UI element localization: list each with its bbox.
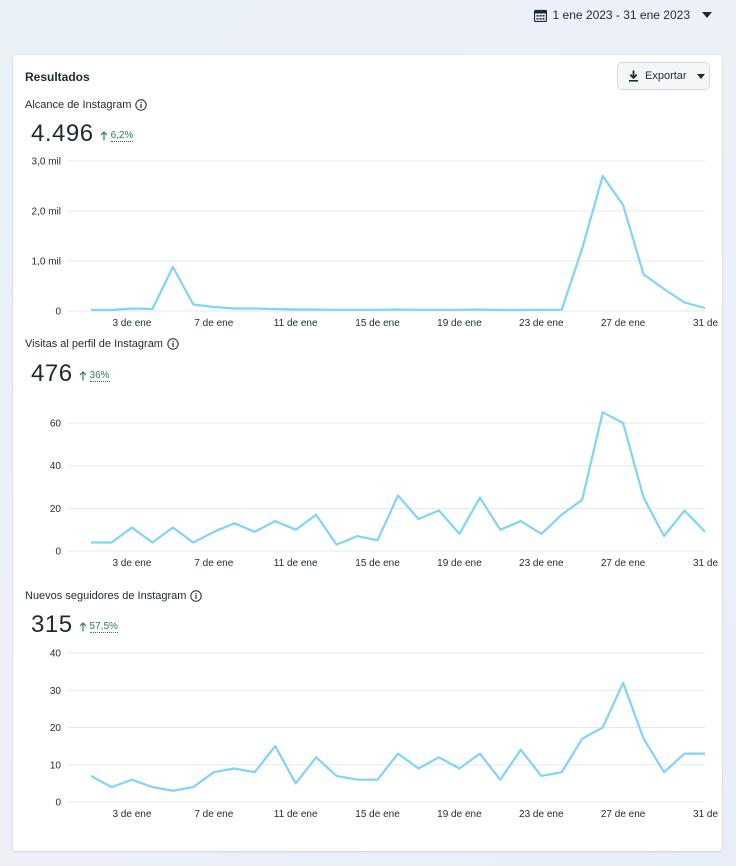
x-tick-label: 3 de ene (112, 318, 151, 329)
y-tick-label: 10 (50, 760, 62, 771)
card-title: Resultados (25, 70, 90, 84)
x-tick-label: 23 de ene (519, 558, 564, 569)
y-tick-label: 2,0 mil (32, 207, 61, 218)
y-tick-label: 30 (50, 686, 62, 697)
info-icon[interactable] (190, 590, 203, 602)
x-tick-label: 15 de ene (355, 809, 400, 820)
y-tick-label: 20 (50, 504, 62, 515)
info-icon[interactable] (135, 99, 148, 111)
x-tick-label: 27 de ene (601, 809, 646, 820)
export-label: Exportar (645, 70, 687, 82)
x-tick-label: 31 de (693, 318, 718, 329)
x-tick-label: 31 de (693, 809, 718, 820)
x-tick-label: 27 de ene (601, 558, 646, 569)
y-tick-label: 60 (50, 419, 62, 430)
series-line (91, 411, 706, 546)
chevron-down-icon (702, 12, 712, 18)
x-tick-label: 19 de ene (437, 318, 482, 329)
metric-summary: 315 57,5% (31, 611, 118, 639)
calendar-icon (533, 9, 547, 22)
info-icon[interactable] (167, 338, 179, 350)
x-tick-label: 23 de ene (519, 318, 564, 329)
arrow-up-icon (79, 622, 86, 632)
metric-summary: 476 36% (31, 360, 110, 388)
metric-change-value[interactable]: 36% (89, 370, 110, 382)
y-tick-label: 0 (55, 798, 61, 809)
export-button[interactable]: Exportar (617, 62, 710, 90)
metric-change-value[interactable]: 57,5% (89, 621, 118, 633)
results-card: Resultados Exportar Alcance de Instagram… (13, 55, 722, 851)
date-range-label: 1 ene 2023 - 31 ene 2023 (552, 8, 690, 22)
series-line (91, 174, 706, 312)
y-tick-label: 40 (50, 649, 62, 660)
x-tick-label: 15 de ene (355, 318, 400, 329)
x-tick-label: 27 de ene (601, 318, 646, 329)
chart-title-text: Visitas al perfil de Instagram (25, 338, 163, 350)
metric-total: 4.496 (31, 120, 94, 147)
metric-change: 6,2% (100, 130, 134, 142)
x-tick-label: 15 de ene (355, 558, 400, 569)
line-chart-profile-visits: 0 20 40 60 3 de ene 7 de ene 11 de ene 15 de en… (50, 411, 718, 569)
x-tick-label: 19 de ene (437, 558, 482, 569)
arrow-up-icon (100, 131, 107, 141)
metric-total: 476 (31, 360, 73, 387)
download-icon (629, 70, 638, 82)
date-range-selector[interactable]: 1 ene 2023 - 31 ene 2023 (533, 6, 712, 24)
chart-title: Alcance de Instagram (25, 99, 148, 111)
chart-title-text: Nuevos seguidores de Instagram (25, 590, 187, 602)
x-tick-label: 23 de ene (519, 809, 564, 820)
metric-change: 36% (79, 370, 110, 382)
chart-title: Visitas al perfil de Instagram (25, 338, 179, 350)
x-tick-label: 7 de ene (194, 809, 233, 820)
x-tick-label: 7 de ene (194, 558, 233, 569)
x-tick-label: 11 de ene (274, 809, 318, 820)
chart-title: Nuevos seguidores de Instagram (25, 590, 203, 602)
metric-summary: 4.496 6,2% (31, 120, 134, 148)
x-tick-label: 19 de ene (437, 809, 482, 820)
metric-change: 57,5% (79, 621, 118, 633)
y-tick-label: 1,0 mil (32, 257, 61, 268)
y-tick-label: 3,0 mil (32, 157, 61, 168)
x-tick-label: 11 de ene (274, 318, 318, 329)
y-tick-label: 40 (50, 461, 62, 472)
metric-total: 315 (31, 611, 73, 638)
line-chart-new-followers: 0 10 20 30 40 3 de ene 7 de ene 11 de ene 15 de … (50, 649, 719, 821)
x-tick-label: 31 de (693, 558, 718, 569)
series-line (90, 681, 705, 792)
y-tick-label: 0 (55, 547, 61, 558)
x-tick-label: 3 de ene (112, 558, 151, 569)
chevron-down-icon (696, 73, 705, 79)
x-tick-label: 7 de ene (194, 318, 233, 329)
arrow-up-icon (79, 371, 86, 381)
line-chart-reach: 0 1,0 mil 2,0 mil 3,0 mil 3 de ene 7 de ene 11… (32, 157, 719, 330)
metric-change-value[interactable]: 6,2% (110, 130, 134, 142)
chart-title-text: Alcance de Instagram (25, 99, 132, 111)
x-tick-label: 3 de ene (112, 809, 151, 820)
x-tick-label: 11 de ene (274, 558, 318, 569)
y-tick-label: 0 (55, 307, 61, 318)
y-tick-label: 20 (50, 723, 62, 734)
